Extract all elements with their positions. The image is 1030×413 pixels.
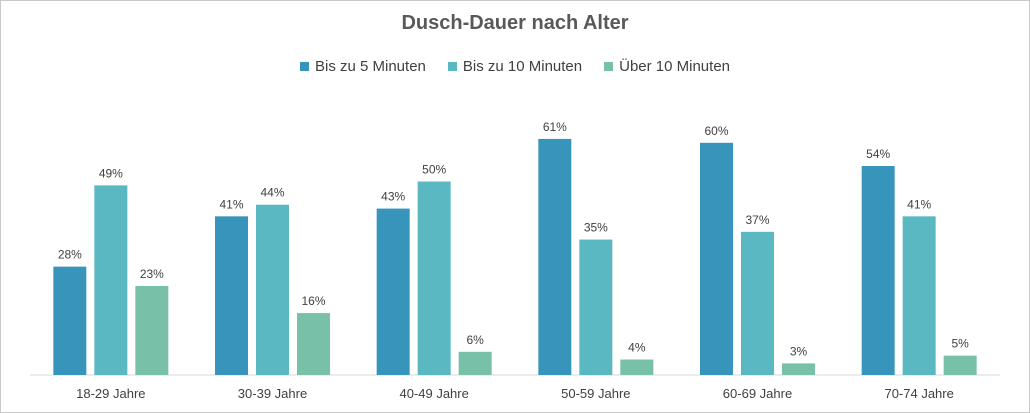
legend-item-series-0: Bis zu 5 Minuten	[299, 58, 426, 75]
data-label-5-0: 54%	[866, 147, 890, 161]
legend-item-series-1: Bis zu 10 Minuten	[447, 58, 583, 75]
chart-title: Dusch-Dauer nach Alter	[401, 12, 629, 34]
legend-swatch-series-2	[604, 62, 614, 71]
x-tick-label-2: 40-49 Jahre	[399, 386, 468, 401]
legend-label-series-1: Bis zu 10 Minuten	[462, 58, 583, 75]
data-label-4-2: 3%	[790, 344, 808, 358]
legend-swatch-series-1	[447, 62, 457, 71]
bar-5-2	[943, 355, 977, 375]
data-label-5-2: 5%	[951, 337, 969, 351]
bar-3-0	[538, 138, 572, 375]
data-label-1-2: 16%	[301, 294, 325, 308]
data-label-3-2: 4%	[628, 341, 646, 355]
data-label-0-1: 49%	[99, 166, 123, 180]
bar-1-0	[215, 216, 248, 375]
bar-0-0	[53, 266, 87, 375]
bar-2-1	[417, 181, 451, 375]
data-label-1-0: 41%	[219, 197, 243, 211]
bar-5-0	[861, 166, 895, 375]
data-label-5-1: 41%	[907, 197, 931, 211]
bar-0-2	[135, 285, 169, 375]
bar-2-2	[458, 351, 492, 375]
chart-legend: Bis zu 5 Minuten Bis zu 10 Minuten Über …	[0, 58, 1030, 75]
legend-label-series-0: Bis zu 5 Minuten	[314, 58, 426, 75]
bar-3-1	[579, 239, 613, 375]
data-label-4-1: 37%	[745, 213, 769, 227]
data-label-0-2: 23%	[140, 267, 164, 281]
bar-5-1	[902, 216, 936, 375]
bar-4-1	[741, 231, 774, 375]
legend-label-series-2: Über 10 Minuten	[619, 58, 731, 75]
data-label-0-0: 28%	[58, 248, 82, 262]
bar-0-1	[94, 185, 128, 375]
x-tick-label-0: 18-29 Jahre	[76, 386, 145, 401]
data-label-3-1: 35%	[584, 221, 608, 235]
data-label-4-0: 60%	[704, 124, 728, 138]
data-label-3-0: 61%	[543, 120, 567, 134]
bar-1-1	[256, 204, 289, 375]
bar-3-2	[620, 359, 654, 375]
data-label-2-2: 6%	[466, 333, 484, 347]
data-label-2-0: 43%	[381, 190, 405, 204]
legend-item-series-2: Über 10 Minuten	[604, 58, 730, 75]
x-tick-label-4: 60-69 Jahre	[723, 386, 792, 401]
bar-1-2	[297, 313, 330, 375]
bar-4-0	[700, 142, 733, 375]
x-tick-label-3: 50-59 Jahre	[561, 386, 630, 401]
x-tick-label-5: 70-74 Jahre	[884, 386, 953, 401]
data-label-2-1: 50%	[422, 163, 446, 177]
legend-swatch-series-0	[299, 62, 309, 71]
data-label-1-1: 44%	[260, 186, 284, 200]
bar-4-2	[782, 363, 815, 375]
x-tick-label-1: 30-39 Jahre	[238, 386, 307, 401]
bar-2-0	[376, 208, 410, 375]
